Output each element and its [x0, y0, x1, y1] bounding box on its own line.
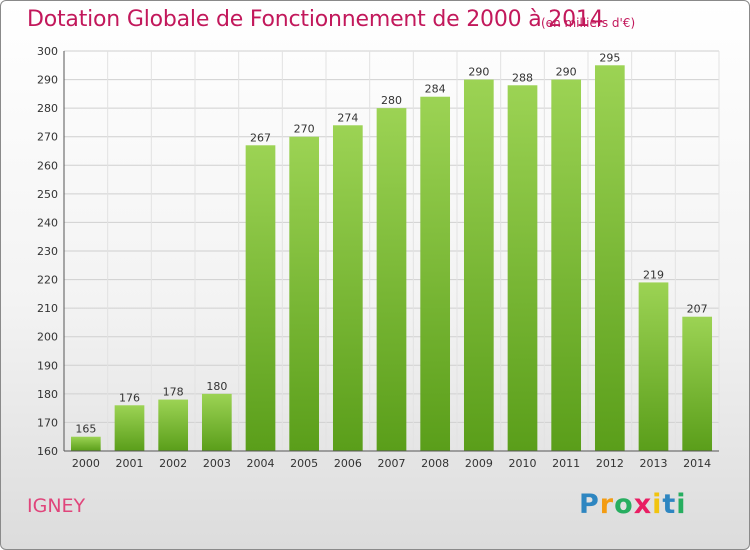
bar-2008	[420, 96, 451, 451]
bar-2012	[594, 65, 625, 452]
bar-value-label: 290	[556, 66, 577, 79]
y-tick-label: 180	[37, 388, 58, 401]
x-tick-label: 2001	[116, 457, 144, 470]
bar-value-label: 178	[163, 386, 184, 399]
y-tick-label: 210	[37, 302, 58, 315]
x-tick-label: 2012	[596, 457, 624, 470]
bar-2009	[463, 79, 494, 452]
x-tick-label: 2002	[159, 457, 187, 470]
bar-value-label: 207	[687, 303, 708, 316]
logo-letter: t	[662, 489, 677, 520]
x-tick-label: 2011	[552, 457, 580, 470]
bar-2000	[70, 436, 101, 451]
y-tick-label: 280	[37, 102, 58, 115]
logo-letter: o	[614, 489, 634, 520]
bar-2002	[158, 399, 189, 451]
y-tick-label: 170	[37, 416, 58, 429]
y-tick-label: 200	[37, 331, 58, 344]
bar-2005	[289, 136, 320, 451]
y-tick-label: 270	[37, 131, 58, 144]
y-tick-label: 240	[37, 216, 58, 229]
logo-letter: P	[579, 489, 600, 520]
bar-value-label: 288	[512, 71, 533, 84]
x-tick-label: 2008	[421, 457, 449, 470]
bars: 165 176 178 180 267 270 274 280 284 290 288 290 295 2…	[70, 51, 713, 452]
commune-name: IGNEY	[27, 495, 86, 517]
chart-subtitle: (en milliers d'€)	[541, 16, 636, 30]
x-tick-label: 2006	[334, 457, 362, 470]
chart-title: Dotation Globale de Fonctionnement de 20…	[27, 7, 604, 32]
bar-2001	[114, 405, 145, 451]
bar-value-label: 284	[425, 83, 446, 96]
bar-2013	[638, 282, 669, 451]
proxiti-logo: Proxiti	[579, 489, 687, 520]
logo-letter: i	[652, 489, 663, 520]
bar-value-label: 180	[206, 380, 227, 393]
y-tick-label: 290	[37, 74, 58, 87]
bar-value-label: 274	[337, 111, 358, 124]
bar-value-label: 165	[75, 423, 96, 436]
y-tick-label: 230	[37, 245, 58, 258]
axes: 160 170 180 190 200 210 220 230 240 250 260 270 280 2…	[37, 45, 719, 470]
bar-value-label: 267	[250, 131, 271, 144]
bar-value-label: 219	[643, 268, 664, 281]
bar-value-label: 290	[468, 66, 489, 79]
x-tick-label: 2010	[509, 457, 537, 470]
logo-letter: x	[633, 489, 653, 520]
bar-2003	[201, 393, 232, 451]
y-tick-label: 160	[37, 445, 58, 458]
y-tick-label: 220	[37, 274, 58, 287]
x-tick-label: 2004	[247, 457, 275, 470]
bar-2007	[376, 108, 407, 452]
bar-value-label: 270	[294, 123, 315, 136]
x-tick-label: 2007	[378, 457, 406, 470]
logo-letter: r	[599, 489, 615, 520]
x-tick-label: 2003	[203, 457, 231, 470]
bar-2006	[332, 125, 363, 452]
x-tick-label: 2013	[640, 457, 668, 470]
bar-2011	[551, 79, 582, 452]
x-tick-label: 2005	[290, 457, 318, 470]
bar-2014	[682, 316, 713, 451]
bar-2004	[245, 145, 276, 452]
bar-2010	[507, 85, 538, 452]
bar-value-label: 295	[599, 51, 620, 64]
bar-value-label: 176	[119, 391, 140, 404]
y-tick-label: 250	[37, 188, 58, 201]
y-tick-label: 260	[37, 159, 58, 172]
logo-letter: i	[676, 489, 687, 520]
x-tick-label: 2014	[683, 457, 711, 470]
x-tick-label: 2009	[465, 457, 493, 470]
y-tick-label: 190	[37, 359, 58, 372]
bar-value-label: 280	[381, 94, 402, 107]
y-tick-label: 300	[37, 45, 58, 58]
x-tick-label: 2000	[72, 457, 100, 470]
